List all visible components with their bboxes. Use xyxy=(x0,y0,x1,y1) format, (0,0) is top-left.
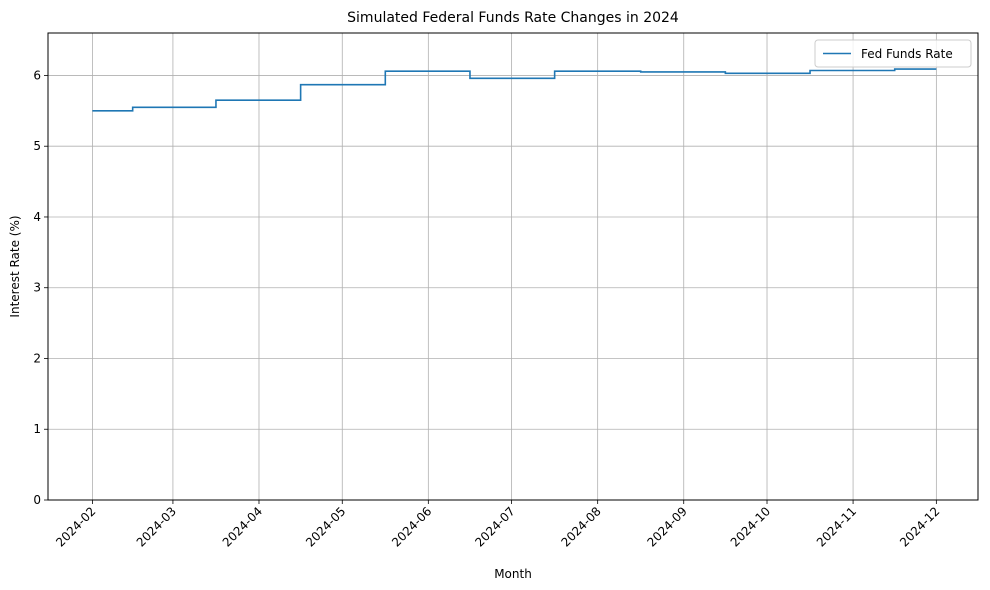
chart-title: Simulated Federal Funds Rate Changes in … xyxy=(347,10,679,26)
y-tick-label: 3 xyxy=(33,281,41,295)
y-tick-label: 4 xyxy=(33,210,41,224)
plot-frame xyxy=(47,32,979,501)
y-tick-label: 6 xyxy=(33,68,41,82)
x-axis: 2024-02 2024-03 2024-04 2024-05 2024-06 2024-… xyxy=(53,500,942,550)
x-tick-label: 2024-02 xyxy=(53,504,98,549)
y-tick-label: 1 xyxy=(33,422,41,436)
x-tick-label: 2024-05 xyxy=(303,504,348,549)
x-tick-label: 2024-10 xyxy=(728,504,773,549)
y-axis: 0 1 2 3 4 5 6 xyxy=(33,68,48,507)
y-tick-label: 0 xyxy=(33,493,41,507)
series-line xyxy=(92,68,937,112)
y-tick-label: 5 xyxy=(33,139,41,153)
legend-box xyxy=(814,39,972,68)
x-axis-title: Month xyxy=(494,567,532,581)
legend-label: Fed Funds Rate xyxy=(861,47,953,61)
grid-lines xyxy=(48,33,978,501)
x-tick-label: 2024-09 xyxy=(644,504,689,549)
x-tick-label: 2024-06 xyxy=(389,504,434,549)
x-tick-label: 2024-04 xyxy=(220,504,265,549)
x-tick-label: 2024-11 xyxy=(814,504,859,549)
x-tick-label: 2024-12 xyxy=(897,504,942,549)
x-tick-label: 2024-08 xyxy=(558,504,603,549)
y-axis-title: Interest Rate (%) xyxy=(8,215,22,317)
series-group xyxy=(92,68,937,112)
x-tick-label: 2024-03 xyxy=(134,504,179,549)
x-tick-label: 2024-07 xyxy=(472,504,517,549)
legend: Fed Funds Rate xyxy=(814,39,972,68)
y-tick-label: 2 xyxy=(33,351,41,365)
